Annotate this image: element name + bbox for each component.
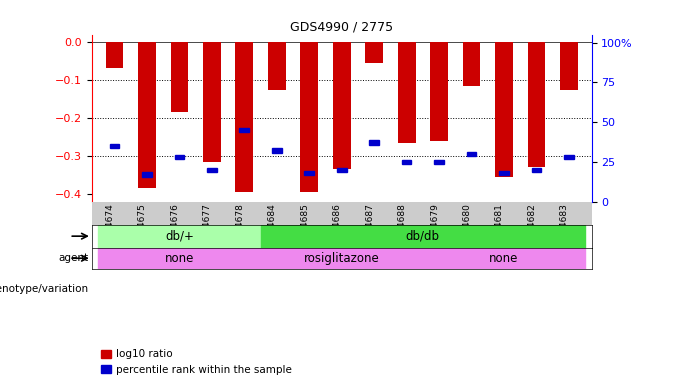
Title: GDS4990 / 2775: GDS4990 / 2775 bbox=[290, 20, 393, 33]
Text: none: none bbox=[490, 252, 519, 265]
Bar bbox=[142, 172, 152, 177]
Text: GSM904688: GSM904688 bbox=[398, 203, 407, 258]
Text: rosiglitazone: rosiglitazone bbox=[304, 252, 379, 265]
Bar bbox=[430, 42, 448, 141]
Text: GSM904676: GSM904676 bbox=[171, 203, 180, 258]
Bar bbox=[175, 155, 184, 159]
Bar bbox=[305, 170, 314, 175]
Bar bbox=[235, 42, 253, 192]
Bar bbox=[528, 42, 545, 167]
Text: GSM904674: GSM904674 bbox=[105, 203, 114, 258]
Bar bbox=[499, 170, 509, 175]
Text: db/db: db/db bbox=[406, 230, 440, 243]
Bar bbox=[532, 167, 541, 172]
Bar bbox=[99, 248, 260, 269]
Text: GSM904675: GSM904675 bbox=[138, 203, 147, 258]
Bar bbox=[105, 42, 124, 68]
Text: GSM904684: GSM904684 bbox=[268, 203, 277, 258]
Bar bbox=[337, 167, 347, 172]
Text: GSM904681: GSM904681 bbox=[495, 203, 504, 258]
Text: GSM904677: GSM904677 bbox=[203, 203, 212, 258]
Bar bbox=[138, 42, 156, 188]
Bar bbox=[171, 42, 188, 113]
Bar bbox=[268, 42, 286, 89]
Text: none: none bbox=[165, 252, 194, 265]
Text: agent: agent bbox=[58, 253, 88, 263]
Text: GSM904679: GSM904679 bbox=[430, 203, 439, 258]
Bar bbox=[260, 248, 423, 269]
Text: GSM904683: GSM904683 bbox=[560, 203, 569, 258]
Bar bbox=[462, 42, 481, 86]
Bar bbox=[301, 42, 318, 192]
Bar bbox=[272, 148, 282, 153]
Bar bbox=[239, 128, 249, 132]
Text: genotype/variation: genotype/variation bbox=[0, 284, 88, 294]
Text: GSM904685: GSM904685 bbox=[301, 203, 309, 258]
Text: GSM904682: GSM904682 bbox=[528, 203, 537, 258]
Bar bbox=[369, 141, 379, 145]
Bar bbox=[260, 225, 585, 248]
Bar bbox=[365, 42, 383, 63]
Bar bbox=[402, 159, 411, 164]
Bar bbox=[423, 248, 585, 269]
Bar bbox=[560, 42, 578, 89]
Text: GSM904687: GSM904687 bbox=[365, 203, 374, 258]
Bar bbox=[109, 144, 120, 148]
Bar bbox=[564, 155, 574, 159]
Bar bbox=[495, 42, 513, 177]
Bar bbox=[207, 167, 217, 172]
Text: db/+: db/+ bbox=[165, 230, 194, 243]
Bar bbox=[466, 152, 477, 156]
Bar bbox=[99, 225, 260, 248]
Bar bbox=[398, 42, 415, 143]
Text: GSM904678: GSM904678 bbox=[235, 203, 244, 258]
Bar bbox=[333, 42, 351, 169]
Text: GSM904686: GSM904686 bbox=[333, 203, 342, 258]
Bar bbox=[435, 159, 444, 164]
Bar bbox=[203, 42, 221, 162]
Text: GSM904680: GSM904680 bbox=[462, 203, 471, 258]
Legend: log10 ratio, percentile rank within the sample: log10 ratio, percentile rank within the … bbox=[97, 345, 296, 379]
